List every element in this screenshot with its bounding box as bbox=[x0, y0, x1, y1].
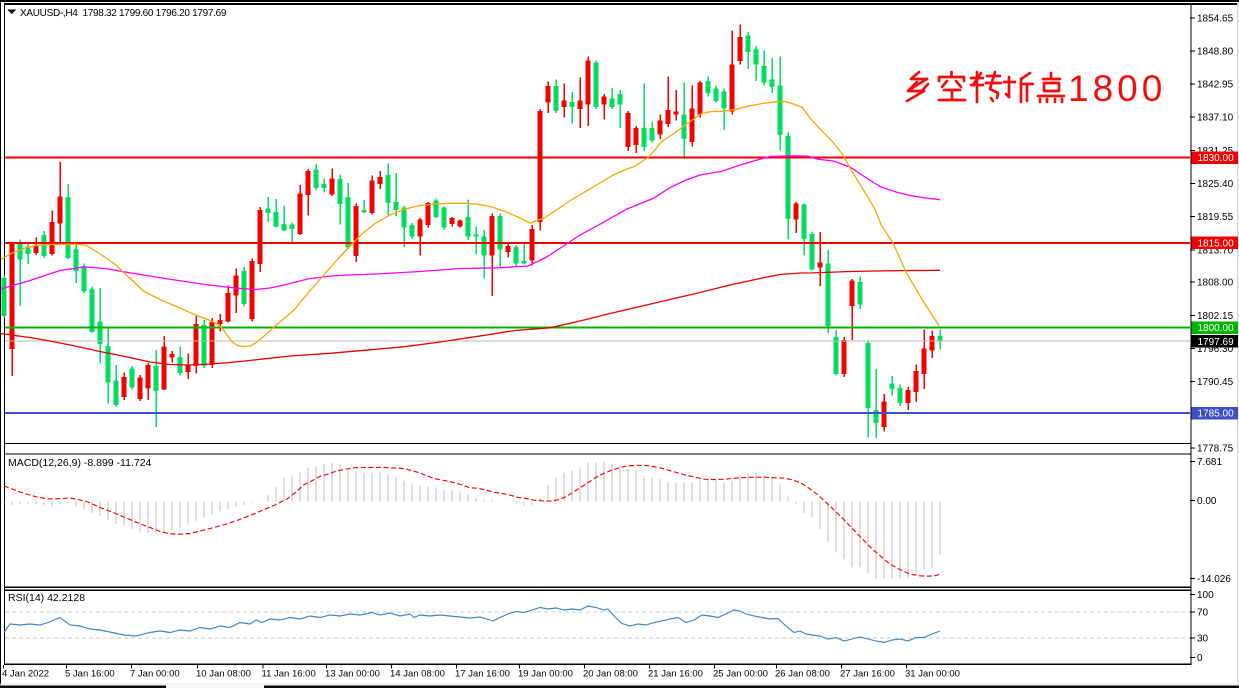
svg-text:1797.69: 1797.69 bbox=[1198, 337, 1235, 348]
svg-text:1825.40: 1825.40 bbox=[1197, 179, 1234, 190]
svg-text:13 Jan 00:00: 13 Jan 00:00 bbox=[325, 669, 380, 680]
svg-text:1842.95: 1842.95 bbox=[1197, 80, 1234, 91]
svg-text:27 Jan 16:00: 27 Jan 16:00 bbox=[840, 669, 895, 680]
svg-text:10 Jan 08:00: 10 Jan 08:00 bbox=[196, 669, 251, 680]
svg-text:30: 30 bbox=[1197, 634, 1209, 645]
svg-text:1802.15: 1802.15 bbox=[1197, 311, 1234, 322]
svg-text:1819.55: 1819.55 bbox=[1197, 212, 1234, 223]
svg-text:100: 100 bbox=[1197, 590, 1214, 601]
svg-text:-14.026: -14.026 bbox=[1197, 574, 1231, 585]
svg-text:7 Jan 00:00: 7 Jan 00:00 bbox=[130, 669, 180, 680]
svg-text:1800: 1800 bbox=[1068, 68, 1166, 109]
svg-text:31 Jan 00:00: 31 Jan 00:00 bbox=[905, 669, 960, 680]
svg-text:1830.00: 1830.00 bbox=[1198, 153, 1235, 164]
svg-text:1790.45: 1790.45 bbox=[1197, 377, 1234, 388]
svg-text:1808.00: 1808.00 bbox=[1197, 278, 1234, 289]
svg-text:21 Jan 16:00: 21 Jan 16:00 bbox=[648, 669, 703, 680]
svg-text:1815.00: 1815.00 bbox=[1198, 239, 1235, 250]
svg-text:1848.80: 1848.80 bbox=[1197, 46, 1234, 57]
svg-text:26 Jan 08:00: 26 Jan 08:00 bbox=[775, 669, 830, 680]
svg-text:14 Jan 08:00: 14 Jan 08:00 bbox=[390, 669, 445, 680]
svg-text:1854.65: 1854.65 bbox=[1197, 13, 1234, 24]
svg-text:1800.00: 1800.00 bbox=[1198, 323, 1235, 334]
svg-text:1837.10: 1837.10 bbox=[1197, 113, 1234, 124]
svg-text:1796.30: 1796.30 bbox=[1197, 344, 1234, 355]
svg-text:1778.75: 1778.75 bbox=[1197, 443, 1234, 454]
svg-text:RSI(14) 42.2128: RSI(14) 42.2128 bbox=[8, 592, 85, 604]
svg-text:70: 70 bbox=[1197, 608, 1209, 619]
svg-text:25 Jan 00:00: 25 Jan 00:00 bbox=[713, 669, 768, 680]
svg-text:XAUUSD-,H4 1798.32 1799.60 17: XAUUSD-,H4 1798.32 1799.60 1796.20 1797.… bbox=[20, 8, 227, 19]
svg-text:7.681: 7.681 bbox=[1197, 457, 1222, 468]
svg-text:1813.70: 1813.70 bbox=[1197, 245, 1234, 256]
svg-text:MACD(12,26,9) -8.899 -11.724: MACD(12,26,9) -8.899 -11.724 bbox=[8, 457, 152, 469]
svg-text:4 Jan 2022: 4 Jan 2022 bbox=[2, 669, 49, 680]
svg-text:17 Jan 16:00: 17 Jan 16:00 bbox=[455, 669, 510, 680]
svg-text:11 Jan 16:00: 11 Jan 16:00 bbox=[262, 669, 316, 680]
svg-text:20 Jan 08:00: 20 Jan 08:00 bbox=[583, 669, 638, 680]
svg-text:0.00: 0.00 bbox=[1197, 496, 1217, 507]
svg-text:1785.00: 1785.00 bbox=[1198, 409, 1235, 420]
svg-text:19 Jan 00:00: 19 Jan 00:00 bbox=[518, 669, 573, 680]
svg-text:5 Jan 16:00: 5 Jan 16:00 bbox=[65, 669, 115, 680]
svg-text:0: 0 bbox=[1197, 653, 1203, 664]
